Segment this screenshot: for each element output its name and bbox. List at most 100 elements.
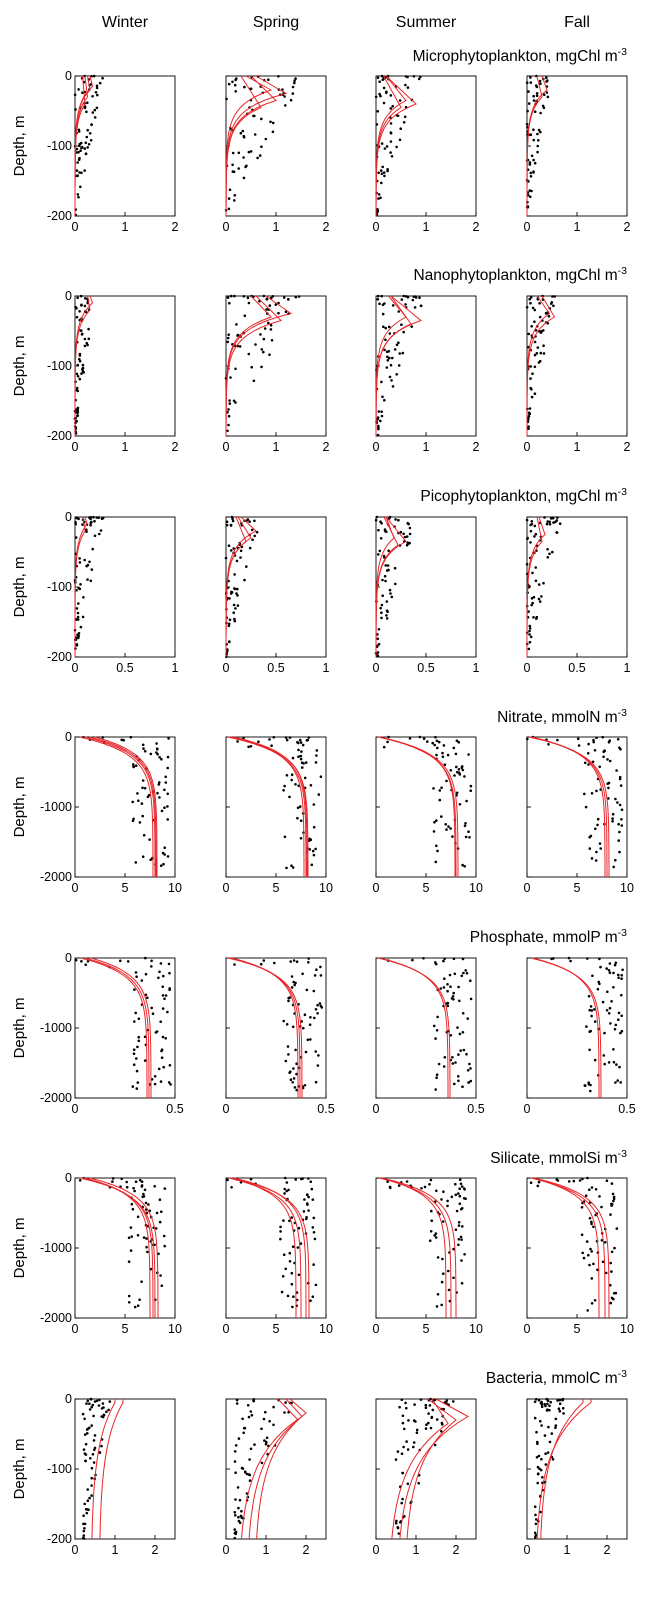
y-tick-label: -1000 xyxy=(40,1021,72,1035)
observation-point xyxy=(169,1083,172,1086)
observation-point xyxy=(620,808,624,812)
observation-point xyxy=(449,827,452,830)
x-tick-label: 5 xyxy=(423,1322,430,1336)
observation-point xyxy=(612,1060,616,1064)
observation-point xyxy=(562,1412,565,1415)
model-profile-line xyxy=(228,1177,302,1318)
observation-point xyxy=(417,77,421,81)
observation-point xyxy=(270,744,273,747)
observation-point xyxy=(78,156,81,160)
x-tick-label: 1 xyxy=(323,661,330,675)
observation-point xyxy=(467,830,470,833)
observation-point xyxy=(380,603,384,607)
observation-point xyxy=(529,1181,533,1184)
model-profile-line xyxy=(233,1177,307,1318)
observation-point xyxy=(160,1056,164,1059)
observation-point xyxy=(412,1441,416,1444)
observation-point xyxy=(390,379,393,382)
observation-point xyxy=(76,174,79,177)
x-tick-label: 0 xyxy=(373,1102,380,1116)
observation-point xyxy=(319,965,322,969)
observation-point xyxy=(253,534,256,538)
y-tick-label: 0 xyxy=(65,1392,72,1406)
observation-point xyxy=(387,325,391,329)
observation-point xyxy=(76,611,80,615)
observation-point xyxy=(428,1404,432,1407)
y-tick-label: 0 xyxy=(65,951,72,965)
observation-point xyxy=(457,1192,460,1195)
observation-point xyxy=(87,337,91,341)
observation-point xyxy=(75,607,79,610)
observation-point xyxy=(248,546,252,550)
observation-point xyxy=(390,155,394,158)
observation-point xyxy=(233,617,236,621)
observation-point xyxy=(291,1245,295,1248)
observation-point xyxy=(314,1008,318,1011)
x-tick-label: 10 xyxy=(620,881,634,895)
observation-point xyxy=(442,1190,445,1193)
observation-point xyxy=(528,297,531,301)
observation-point xyxy=(313,1237,317,1241)
observation-point xyxy=(595,736,598,740)
observation-point xyxy=(460,1238,463,1241)
observation-point xyxy=(153,1185,156,1188)
y-tick-label: 0 xyxy=(65,730,72,744)
observation-point xyxy=(74,521,77,524)
observation-point xyxy=(589,1005,593,1008)
observation-point xyxy=(159,864,163,867)
observation-point xyxy=(460,1282,464,1285)
observation-point xyxy=(265,297,269,301)
observation-point xyxy=(458,1178,462,1181)
observation-point xyxy=(166,805,169,808)
observation-point xyxy=(91,547,94,551)
y-axis-label: Depth, m xyxy=(11,116,28,177)
observation-point xyxy=(465,1052,468,1056)
observation-point xyxy=(451,1056,454,1059)
observation-point xyxy=(463,775,466,778)
observation-point xyxy=(594,859,598,862)
observation-point xyxy=(283,1411,286,1414)
observation-point xyxy=(132,1063,136,1066)
observation-point xyxy=(100,1415,103,1418)
observation-point xyxy=(312,1231,316,1234)
observation-point xyxy=(95,106,99,110)
observation-point xyxy=(233,1531,237,1535)
observation-point xyxy=(75,372,79,376)
observation-point xyxy=(454,1061,457,1064)
observation-point xyxy=(548,520,551,524)
observation-point xyxy=(233,587,236,590)
model-profile-line xyxy=(84,1177,151,1318)
observation-point xyxy=(526,194,530,197)
observation-point xyxy=(414,296,418,299)
observation-point xyxy=(289,98,293,102)
observation-point xyxy=(242,156,245,159)
observation-point xyxy=(265,308,268,311)
row-title-superscript: -3 xyxy=(618,707,627,719)
observation-point xyxy=(299,754,303,758)
observation-point xyxy=(231,170,235,173)
observation-point xyxy=(157,1067,161,1071)
observation-point xyxy=(257,740,260,743)
model-profile-line xyxy=(80,957,148,1098)
observation-point xyxy=(382,86,386,90)
observation-point xyxy=(377,528,380,532)
observation-point xyxy=(236,604,240,607)
observation-point xyxy=(163,846,166,849)
model-profile-line xyxy=(79,1177,156,1318)
observation-point xyxy=(619,784,623,787)
observation-point xyxy=(533,320,536,324)
x-tick-label: 0 xyxy=(524,1102,531,1116)
observation-point xyxy=(77,151,80,154)
observation-point xyxy=(271,295,275,298)
observation-point xyxy=(615,769,618,772)
observation-point xyxy=(389,107,393,110)
observation-point xyxy=(529,523,532,527)
observation-point xyxy=(78,1179,82,1182)
panel-fall: 0 0.5 1 xyxy=(524,516,631,675)
observation-point xyxy=(166,1010,169,1014)
observation-point xyxy=(435,1029,439,1032)
observation-point xyxy=(134,971,138,974)
observation-point xyxy=(469,979,472,982)
